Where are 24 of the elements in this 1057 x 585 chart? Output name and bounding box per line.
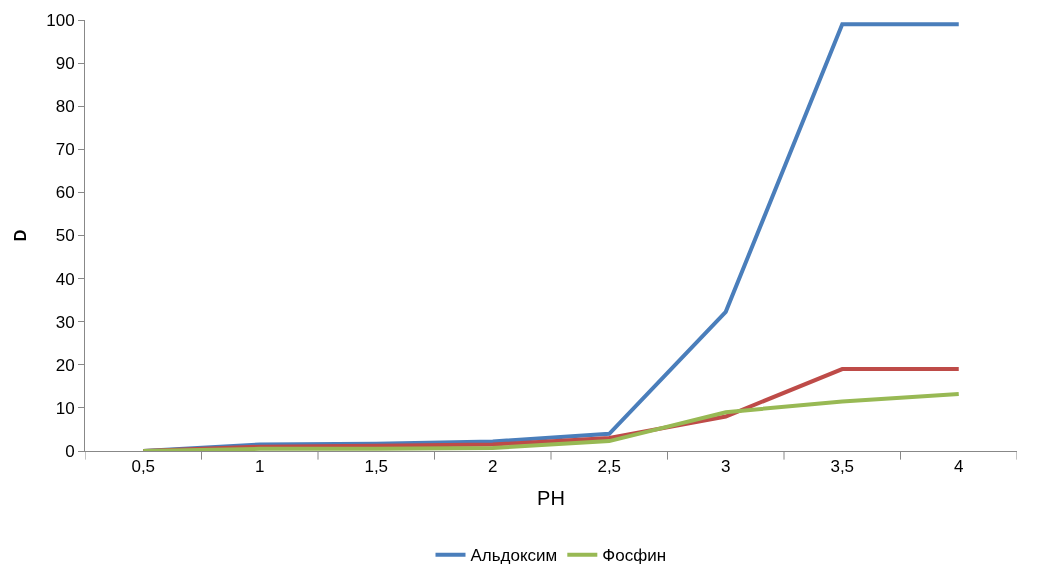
x-axis-title: PH xyxy=(537,486,565,509)
legend-label: Альдоксим xyxy=(470,546,558,566)
x-tick-label: 2 xyxy=(488,457,498,477)
x-tick-label: 1 xyxy=(255,457,265,477)
y-tick-label: 0 xyxy=(65,441,75,461)
legend-label: Фосфин xyxy=(602,546,667,566)
x-tick-label: 3 xyxy=(721,457,731,477)
x-tick-label: 1,5 xyxy=(364,457,389,477)
x-tick-label: 3,5 xyxy=(830,457,855,477)
y-tick-label: 100 xyxy=(46,10,75,30)
line-series xyxy=(141,392,961,451)
y-tick-label: 50 xyxy=(55,226,75,246)
y-tick-label: 60 xyxy=(55,183,75,203)
x-tick-label: 2,5 xyxy=(597,457,622,477)
y-tick-label: 90 xyxy=(55,54,75,74)
y-tick-label: 40 xyxy=(55,269,75,289)
y-tick-label: 70 xyxy=(55,140,75,160)
y-tick-label: 80 xyxy=(55,97,75,117)
y-tick-label: 10 xyxy=(55,398,75,418)
y-axis-title: D xyxy=(12,229,30,242)
y-tick-label: 30 xyxy=(55,312,75,332)
x-tick-label: 4 xyxy=(954,457,964,477)
y-tick-label: 20 xyxy=(55,355,75,375)
x-tick-label: 0,5 xyxy=(131,457,156,477)
